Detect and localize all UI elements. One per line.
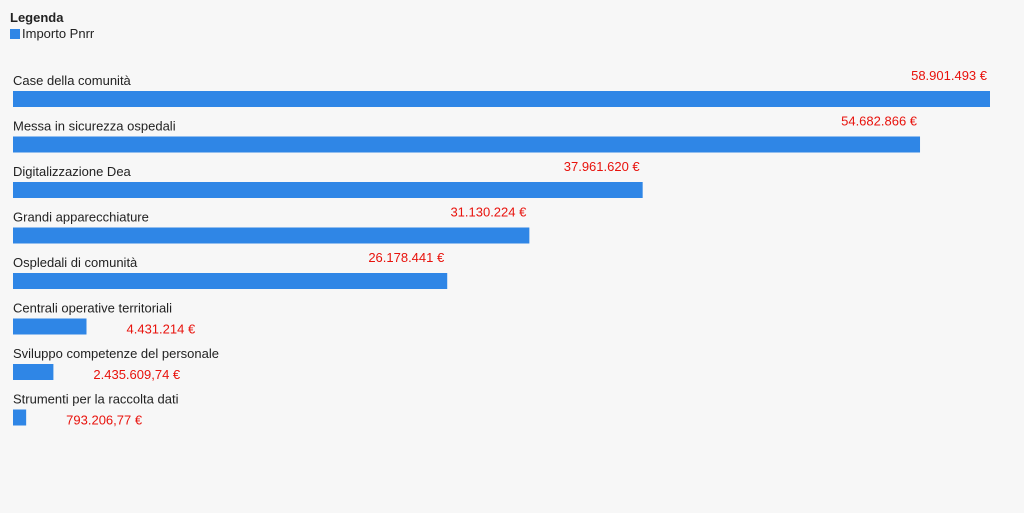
category-label: Grandi apparecchiature — [13, 210, 149, 225]
bar[interactable] — [13, 409, 27, 426]
category-label: Sviluppo competenze del personale — [13, 346, 219, 361]
bar[interactable] — [13, 364, 54, 380]
category-label: Centrali operative territoriali — [13, 301, 172, 316]
category-label: Ospledali di comunità — [13, 255, 138, 270]
value-label: 26.178.441 € — [368, 250, 445, 265]
legend-item-label: Importo Pnrr — [22, 26, 95, 41]
bar[interactable] — [13, 318, 87, 335]
bar[interactable] — [13, 136, 921, 153]
value-label: 2.435.609,74 € — [93, 367, 181, 382]
legend-item-importo-pnrr: Importo Pnrr — [10, 26, 94, 42]
legend: Legenda Importo Pnrr — [10, 10, 94, 42]
value-label: 37.961.620 € — [564, 159, 641, 174]
bar[interactable] — [13, 91, 990, 107]
category-label: Case della comunità — [13, 73, 132, 88]
value-label: 4.431.214 € — [127, 322, 196, 337]
value-label: 54.682.866 € — [841, 114, 918, 129]
bar[interactable] — [13, 273, 448, 289]
category-label: Messa in sicurezza ospedali — [13, 119, 176, 134]
value-label: 793.206,77 € — [66, 413, 143, 428]
category-label: Digitalizzazione Dea — [13, 164, 132, 179]
value-label: 31.130.224 € — [450, 205, 527, 220]
legend-title: Legenda — [10, 10, 64, 25]
category-label: Strumenti per la raccolta dati — [13, 392, 179, 407]
bar[interactable] — [13, 182, 643, 198]
value-label: 58.901.493 € — [911, 68, 988, 83]
legend-swatch — [10, 29, 20, 39]
bar[interactable] — [13, 227, 530, 244]
